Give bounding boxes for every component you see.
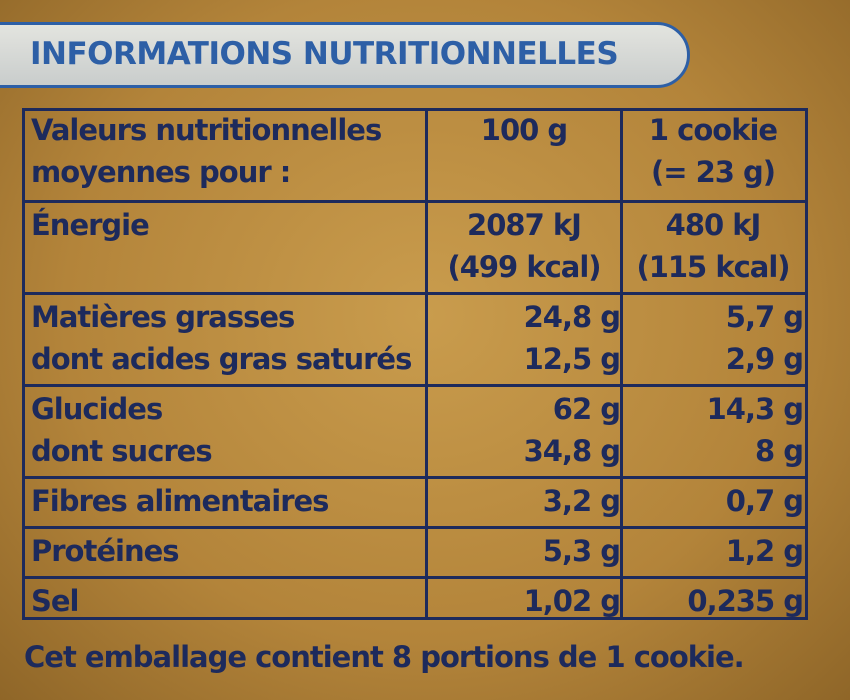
row-label: dont acides gras saturés [31, 342, 412, 376]
cell-value: 1 cookie [648, 113, 778, 147]
nutrition-table: Valeurs nutritionnelles moyennes pour : 10… [22, 108, 808, 620]
cell-value: 5,3 g [542, 534, 621, 568]
title: INFORMATIONS NUTRITIONNELLES [30, 36, 619, 72]
title-banner [0, 22, 690, 88]
row-label: Fibres alimentaires [31, 484, 329, 518]
row-group: Matières grasses 24,8 g 5,7 g dont acides g… [25, 292, 805, 387]
column-divider [425, 111, 428, 617]
row-label: Glucides [31, 392, 163, 426]
footer-note: Cet emballage contient 8 portions de 1 c… [24, 640, 745, 674]
cell-value: 1,02 g [523, 584, 621, 618]
row-label: Matières grasses [31, 300, 295, 334]
cell-value: 0,235 g [687, 584, 804, 618]
row-label: Valeurs nutritionnelles [31, 113, 382, 147]
cell-value: 62 g [552, 392, 621, 426]
cell-value: 0,7 g [725, 484, 804, 518]
cell-value: 12,5 g [523, 342, 621, 376]
cell-value: 2087 kJ [467, 208, 582, 242]
row-label: Sel [31, 584, 79, 618]
cell-value: 480 kJ [665, 208, 762, 242]
row-label: dont sucres [31, 434, 213, 468]
cell-value: 100 g [480, 113, 568, 147]
row-group: Fibres alimentaires 3,2 g 0,7 g [25, 476, 805, 529]
cell-value: (= 23 g) [650, 155, 776, 189]
row-group: Glucides 62 g 14,3 g dont sucres 34,8 g 8 g [25, 384, 805, 479]
cell-value: 34,8 g [523, 434, 621, 468]
cell-value: 8 g [754, 434, 804, 468]
row-group: Sel 1,02 g 0,235 g [25, 576, 805, 629]
row-label: Protéines [31, 534, 180, 568]
row-label: moyennes pour : [31, 155, 291, 189]
row-group: Protéines 5,3 g 1,2 g [25, 526, 805, 579]
cell-value: 3,2 g [542, 484, 621, 518]
cell-value: 2,9 g [725, 342, 804, 376]
cell-value: 5,7 g [725, 300, 804, 334]
cell-value: (499 kcal) [447, 250, 601, 284]
cell-value: (115 kcal) [636, 250, 790, 284]
row-label: Énergie [31, 208, 150, 242]
cell-value: 1,2 g [725, 534, 804, 568]
column-divider [620, 111, 623, 617]
cell-value: 24,8 g [523, 300, 621, 334]
row-group: Valeurs nutritionnelles moyennes pour : 10… [25, 108, 805, 200]
row-group: Énergie 2087 kJ (499 kcal) 480 kJ (115 kcal) [25, 200, 805, 295]
cell-value: 14,3 g [706, 392, 804, 426]
